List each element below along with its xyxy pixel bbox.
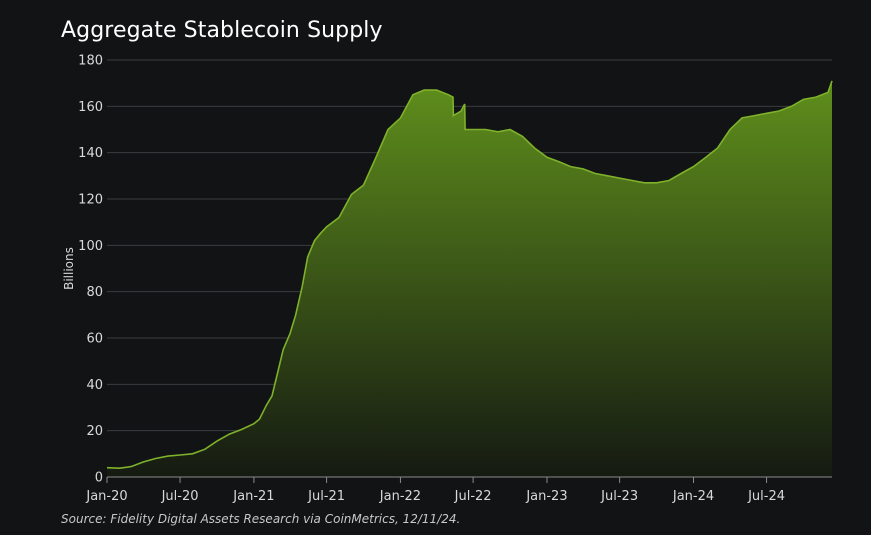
y-axis-label: Billions xyxy=(62,247,76,290)
y-tick-label: 120 xyxy=(78,193,103,208)
x-tick-label: Jan-24 xyxy=(672,489,714,504)
x-tick-label: Jul-23 xyxy=(600,489,638,504)
y-tick-label: 60 xyxy=(86,332,103,347)
chart-title: Aggregate Stablecoin Supply xyxy=(61,18,383,43)
series-area xyxy=(107,80,832,478)
y-tick-label: 20 xyxy=(86,424,103,439)
x-tick-label: Jul-21 xyxy=(307,489,345,504)
source-note: Source: Fidelity Digital Assets Research… xyxy=(61,512,461,526)
x-tick-label: Jan-20 xyxy=(85,489,127,504)
y-axis-ticks: 0 20 40 60 80 100 120 140 160 180 xyxy=(78,54,103,486)
x-tick-label: Jul-22 xyxy=(454,489,492,504)
x-tick-label: Jan-22 xyxy=(379,489,421,504)
y-tick-label: 140 xyxy=(78,146,103,161)
x-tick-label: Jan-23 xyxy=(525,489,567,504)
x-tick-label: Jan-21 xyxy=(232,489,274,504)
x-axis-ticks: Jan-20 Jul-20 Jan-21 Jul-21 Jan-22 Jul-22 Jan-… xyxy=(85,477,785,504)
series-line xyxy=(106,80,833,470)
y-tick-label: 100 xyxy=(78,239,103,254)
y-tick-label: 0 xyxy=(95,471,103,486)
x-tick-label: Jul-20 xyxy=(161,489,199,504)
y-tick-label: 80 xyxy=(86,285,103,300)
y-tick-label: 40 xyxy=(86,378,103,393)
y-tick-label: 160 xyxy=(78,100,103,115)
x-tick-label: Jul-24 xyxy=(747,489,785,504)
y-tick-label: 180 xyxy=(78,54,103,69)
